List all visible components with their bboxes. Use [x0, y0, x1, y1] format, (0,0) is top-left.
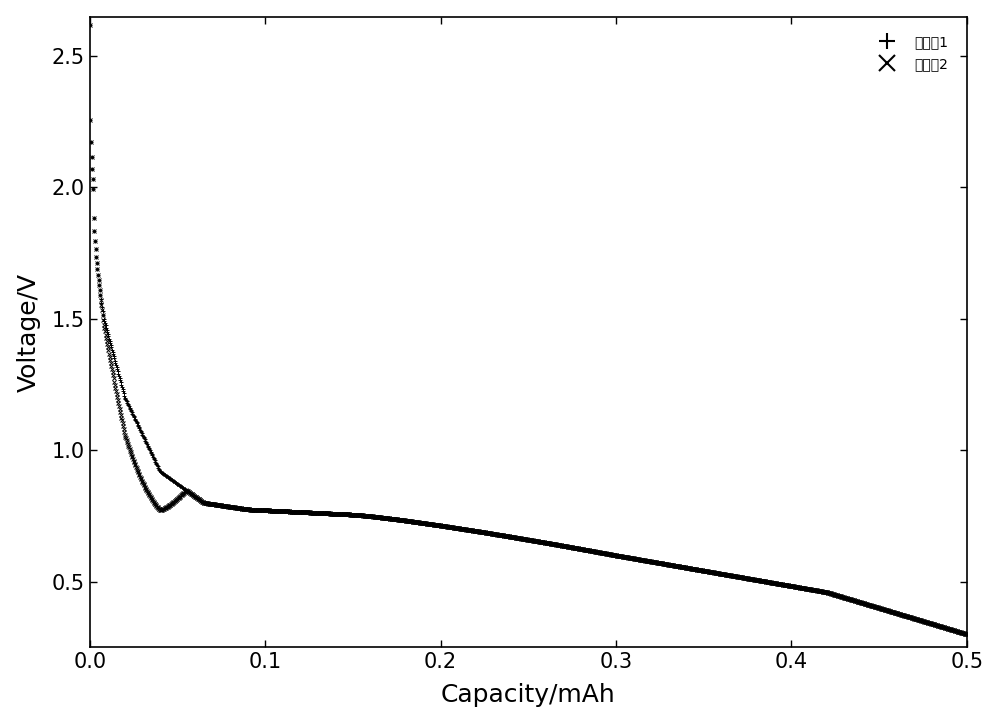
- 对比例1: [456, 524, 468, 533]
- 实施例2: [474, 527, 486, 536]
- 对比例1: [583, 546, 595, 555]
- Line: 实施例2: 实施例2: [87, 22, 969, 636]
- 实施例2: [187, 491, 199, 500]
- Legend: 对比例1, 实施例2: 对比例1, 实施例2: [862, 24, 960, 82]
- Y-axis label: Voltage/V: Voltage/V: [17, 272, 41, 392]
- 对比例1: [474, 527, 486, 536]
- X-axis label: Capacity/mAh: Capacity/mAh: [441, 683, 616, 707]
- 对比例1: [490, 530, 502, 539]
- 实施例2: [490, 530, 502, 539]
- Line: 对比例1: 对比例1: [87, 22, 969, 636]
- 实施例2: [960, 630, 972, 639]
- 对比例1: [187, 491, 199, 500]
- 对比例1: [84, 20, 96, 29]
- 实施例2: [456, 524, 468, 533]
- 对比例1: [960, 630, 972, 639]
- 实施例2: [583, 546, 595, 555]
- 实施例2: [84, 20, 96, 29]
- 对比例1: [152, 462, 164, 471]
- 实施例2: [152, 503, 164, 512]
